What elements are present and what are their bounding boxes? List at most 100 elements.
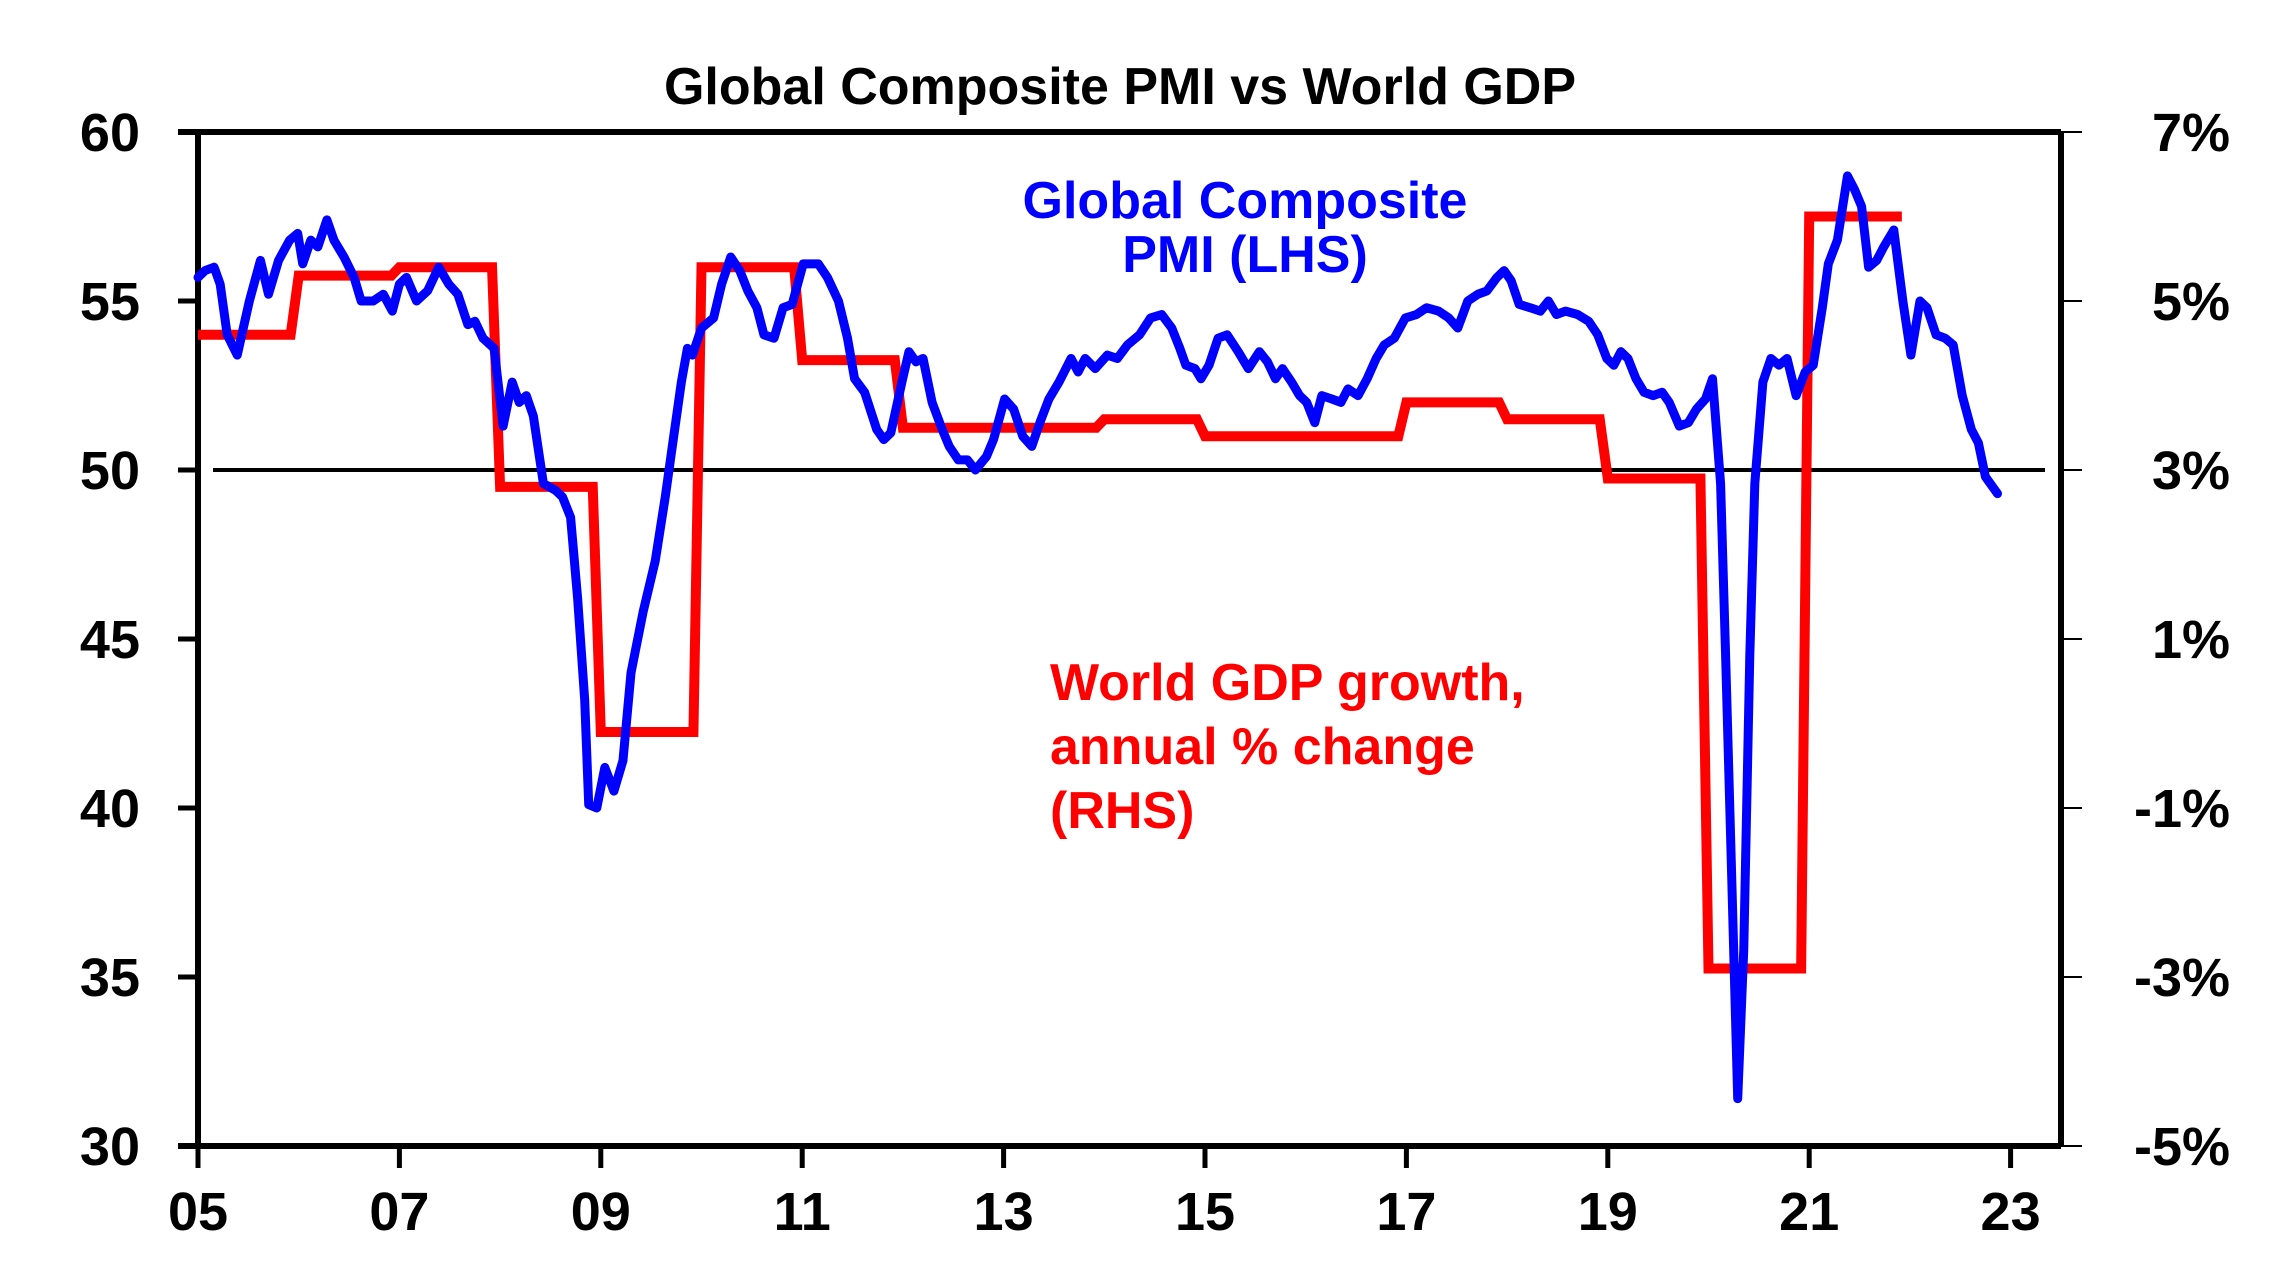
annotation-pmi: Global Composite PMI (LHS) [1023,172,1468,284]
pmi-data-point [1919,300,1921,302]
pmi-data-point [1185,364,1187,366]
pmi-data-point [1977,442,1979,444]
gdp-data-point [243,334,245,336]
pmi-data-point [701,327,702,329]
pmi-data-point [1795,395,1797,397]
pmi-data-point [1786,357,1788,359]
x-tick-label: 13 [974,1182,1034,1242]
pmi-data-point [854,378,856,380]
gdp-data-point [1351,435,1353,437]
x-tick-label: 17 [1376,1182,1436,1242]
pmi-data-point [577,597,579,599]
pmi-data-point [1282,368,1284,370]
pmi-data-point [1217,337,1219,339]
pmi-data-point [721,283,723,285]
pmi-data-point [1375,357,1377,359]
pmi-data-point [811,263,813,265]
pmi-data-point [1770,357,1772,359]
gdp-data-point [646,731,648,733]
pmi-data-point [941,428,943,430]
pmi-data-point [1415,314,1417,316]
left-tick-label: 50 [80,441,140,501]
gdp-data-point [1150,418,1152,420]
gdp-data-point [344,275,346,277]
pmi-data-point [1588,320,1590,322]
pmi-data-point [1126,344,1128,346]
pmi-data-point [562,496,564,498]
x-tick-label: 15 [1175,1182,1235,1242]
pmi-data-point [259,259,261,261]
pmi-data-point [974,469,976,471]
pmi-data-point [985,455,987,457]
left-tick-label: 30 [80,1117,140,1177]
pmi-data-point [1652,395,1654,397]
pmi-data-point [1635,378,1637,380]
pmi-data-point [1778,364,1780,366]
pmi-data-point [596,807,598,809]
pmi-data-point [1687,422,1689,424]
right-y-ticks: -5% -3% -1% 1% 3% 5% 7% [2061,103,2230,1177]
pmi-data-point [1299,395,1301,397]
pmi-data-point [901,381,903,383]
pmi-data-point [1340,401,1342,403]
pmi-data-point [1161,314,1163,316]
pmi-data-point [1613,364,1615,366]
annotation-gdp: World GDP growth, annual % change (RHS) [1050,654,1525,840]
pmi-data-point [1725,655,1727,657]
pmi-data-point [1058,381,1060,383]
pmi-data-point [1048,398,1050,400]
pmi-data-point [817,263,819,265]
plot-area [193,171,2003,1104]
pmi-data-point [1237,351,1239,353]
left-tick-label: 60 [80,103,140,163]
pmi-data-point [242,327,244,329]
pmi-data-point [713,317,715,319]
right-tick-label: -3% [2134,948,2230,1008]
series-gdp-points [243,216,1857,970]
pmi-data-point [966,459,968,461]
pmi-data-point [532,415,534,417]
pmi-data-point [1004,398,1006,400]
pmi-data-point [493,347,495,349]
pmi-data-point [993,439,995,441]
pmi-data-point [584,699,586,701]
pmi-data-point [518,401,520,403]
x-ticks: 05 07 09 11 13 15 17 19 21 23 [168,1146,2041,1242]
pmi-data-point [890,432,892,434]
pmi-data-point [1529,307,1531,309]
pmi-data-point [1426,307,1428,309]
left-tick-label: 55 [80,272,140,332]
left-y-ticks: 30 35 40 45 50 55 60 [80,103,198,1177]
pmi-data-point [1836,239,1838,241]
pmi-data-point [1266,361,1268,363]
right-tick-label: 1% [2152,610,2230,670]
pmi-data-point [1314,422,1316,424]
pmi-data-point [1970,428,1972,430]
pmi-data-point [343,256,345,258]
pmi-data-point [310,239,312,241]
gdp-data-point [1855,216,1857,217]
pmi-data-point [391,310,393,312]
pmi-data-point [1704,398,1706,400]
pmi-data-point [876,428,878,430]
pmi-data-point [1150,317,1152,319]
pmi-data-point [1477,293,1479,295]
pmi-data-point [1510,280,1512,282]
pmi-data-point [908,351,910,353]
pmi-data-point [1457,327,1459,329]
pmi-data-point [1179,347,1181,349]
right-tick-label: 5% [2152,272,2230,332]
left-tick-label: 45 [80,610,140,670]
pmi-data-point [604,766,606,768]
pmi-data-point [847,337,849,339]
pmi-data-point [1861,205,1863,207]
pmi-data-point [1496,276,1498,278]
pmi-data-point [502,425,504,427]
pmi-data-point [1448,317,1450,319]
pmi-data-point [588,804,590,806]
pmi-data-point [416,300,418,302]
pmi-data-point [1467,300,1469,302]
annotation-pmi-line-2: PMI (LHS) [1122,226,1368,284]
pmi-data-point [1620,351,1622,353]
